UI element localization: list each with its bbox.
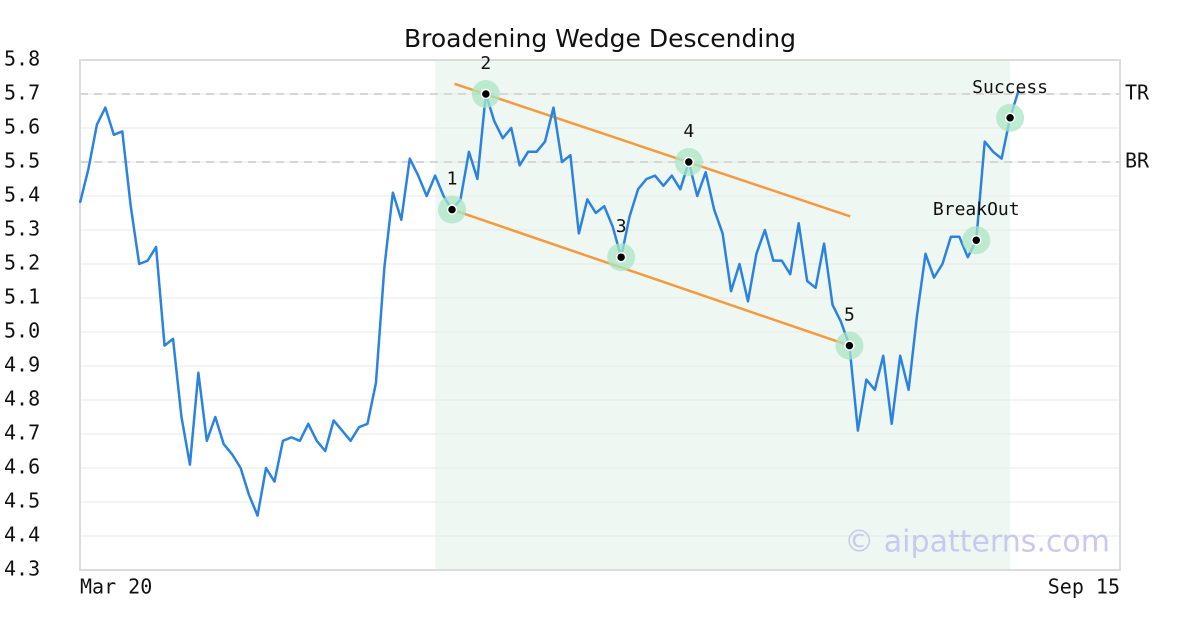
y-tick-label: 4.3 (4, 557, 40, 581)
y-tick-label: 5.2 (4, 251, 40, 275)
point-label: 4 (683, 121, 694, 142)
point-dot (1004, 112, 1016, 124)
y-tick-label: 4.7 (4, 421, 40, 445)
y-tick-label: 4.9 (4, 353, 40, 377)
point-dot (480, 88, 492, 100)
point-label: Success (972, 77, 1048, 98)
level-label: TR (1125, 81, 1150, 105)
level-label: BR (1125, 149, 1150, 173)
point-dot (971, 234, 982, 246)
y-tick-label: 5.7 (4, 81, 40, 105)
trend-line (451, 208, 850, 347)
y-tick-label: 5.0 (4, 319, 40, 343)
watermark: © aipatterns.com (844, 525, 1110, 560)
highlight-range (435, 60, 1011, 570)
y-tick-label: 5.3 (4, 217, 40, 241)
point-dot (615, 251, 627, 263)
plot-frame (79, 59, 1121, 571)
chart-title: Broadening Wedge Descending (404, 24, 796, 53)
y-tick-label: 4.5 (4, 489, 40, 513)
trend-line (454, 82, 851, 218)
y-tick-label: 4.6 (4, 455, 40, 479)
point-label: 5 (844, 305, 855, 326)
price-line (78, 90, 1020, 517)
y-tick-label: 4.8 (4, 387, 40, 411)
point-label: 1 (447, 169, 458, 190)
y-tick-label: 5.1 (4, 285, 40, 309)
y-tick-label: 5.4 (4, 183, 40, 207)
y-tick-label: 4.4 (4, 523, 40, 547)
point-dot (446, 204, 458, 215)
point-label: 2 (480, 53, 491, 74)
point-label: BreakOut (933, 199, 1020, 220)
y-tick-label: 5.5 (4, 149, 40, 173)
y-tick-label: 5.6 (4, 115, 40, 139)
point-dot (683, 156, 695, 168)
y-tick-label: 5.8 (4, 47, 40, 71)
x-tick-label: Sep 15 (1048, 575, 1120, 599)
point-label: 3 (616, 216, 627, 237)
point-dot (844, 340, 855, 351)
x-tick-label: Mar 20 (80, 575, 152, 599)
